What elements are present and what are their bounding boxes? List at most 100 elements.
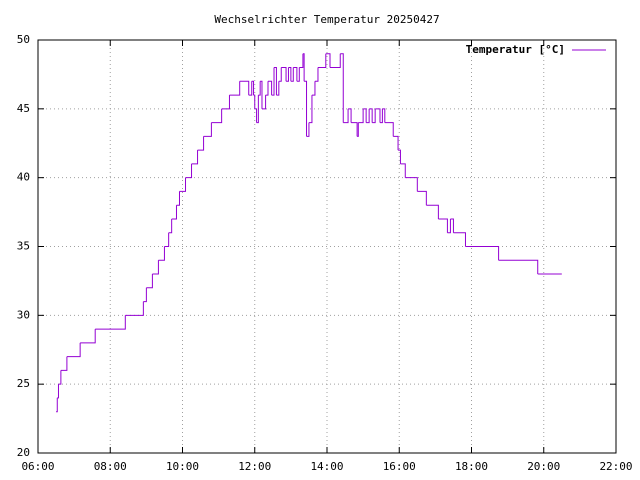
- y-tick-label: 35: [17, 240, 30, 253]
- line-step: [290, 67, 294, 82]
- y-tick-label: 50: [17, 33, 30, 46]
- x-tick-label: 10:00: [166, 460, 199, 473]
- line-step: [498, 259, 539, 275]
- line-step: [229, 81, 241, 96]
- line-step: [296, 67, 300, 82]
- line-step: [281, 67, 287, 82]
- line-step: [125, 301, 144, 316]
- line-step: [343, 108, 349, 124]
- line-step: [311, 81, 316, 96]
- line-step: [369, 108, 373, 123]
- line-step: [265, 81, 269, 96]
- line-step: [95, 315, 126, 330]
- legend-label: Temperatur [°C]: [466, 43, 565, 56]
- line-step: [438, 218, 448, 233]
- line-step: [357, 122, 359, 137]
- y-tick-label: 20: [17, 446, 30, 459]
- line-step: [261, 95, 267, 110]
- line-step: [58, 370, 62, 385]
- line-step: [260, 80, 263, 109]
- line-step: [203, 122, 212, 137]
- line-step: [176, 191, 180, 206]
- line-step: [426, 204, 439, 219]
- line-step: [304, 80, 308, 137]
- line-step: [382, 108, 386, 123]
- line-step: [302, 53, 305, 82]
- line-step: [251, 80, 255, 96]
- y-tick-label: 40: [17, 171, 30, 184]
- line-step: [185, 163, 193, 179]
- line-step: [325, 53, 331, 68]
- line-step: [330, 53, 341, 69]
- x-tick-label: 14:00: [310, 460, 343, 473]
- line-step: [57, 384, 59, 399]
- line-step: [400, 163, 406, 178]
- line-step: [314, 67, 319, 82]
- line-step: [254, 108, 258, 123]
- line-step: [366, 108, 370, 124]
- line-step: [351, 122, 358, 137]
- line-step: [80, 329, 96, 344]
- line-step: [317, 53, 327, 69]
- line-step: [276, 81, 280, 96]
- chart-title: Wechselrichter Temperatur 20250427: [214, 13, 439, 26]
- x-tick-label: 22:00: [599, 460, 632, 473]
- line-step: [239, 80, 250, 96]
- line-step: [308, 95, 313, 124]
- y-tick-label: 30: [17, 308, 30, 321]
- line-step: [450, 218, 454, 233]
- line-step: [191, 150, 199, 165]
- line-step: [447, 218, 451, 234]
- line-step: [197, 136, 205, 151]
- line-step: [267, 80, 273, 96]
- line-step: [274, 67, 277, 96]
- line-step: [221, 95, 230, 110]
- line-step: [340, 53, 344, 123]
- line-step: [379, 108, 383, 124]
- y-tick-label: 45: [17, 102, 30, 115]
- line-step: [306, 122, 310, 137]
- line-step: [293, 67, 298, 82]
- x-tick-label: 06:00: [21, 460, 54, 473]
- line-step: [348, 108, 352, 123]
- line-step: [146, 274, 153, 289]
- line-step: [375, 108, 381, 123]
- line-step: [288, 67, 292, 82]
- line-step: [171, 205, 177, 220]
- x-tick-label: 20:00: [527, 460, 560, 473]
- line-step: [253, 94, 256, 109]
- line-step: [152, 260, 159, 275]
- line-step: [372, 108, 376, 124]
- line-step: [258, 81, 261, 96]
- line-step: [256, 95, 259, 124]
- x-tick-label: 12:00: [238, 460, 271, 473]
- line-step: [60, 356, 68, 371]
- line-step: [405, 177, 418, 192]
- x-tick-label: 16:00: [383, 460, 416, 473]
- y-tick-label: 25: [17, 377, 30, 390]
- line-step: [465, 246, 500, 261]
- line-step: [143, 287, 147, 303]
- line-step: [56, 397, 58, 413]
- line-step: [164, 232, 170, 247]
- line-step: [393, 135, 399, 151]
- line-step: [278, 67, 282, 82]
- line-step: [417, 190, 427, 206]
- line-step: [158, 246, 165, 261]
- line-step: [66, 342, 81, 358]
- plot-border: [37, 39, 617, 454]
- line-step: [271, 67, 275, 96]
- x-tick-label: 18:00: [455, 460, 488, 473]
- line-step: [358, 108, 364, 124]
- line-step: [363, 108, 367, 123]
- line-step: [211, 108, 223, 124]
- x-tick-label: 08:00: [94, 460, 127, 473]
- line-step: [453, 232, 466, 247]
- line-step: [398, 149, 401, 164]
- line-step: [248, 81, 253, 96]
- line-step: [384, 122, 394, 137]
- line-step: [168, 218, 173, 234]
- line-step: [299, 53, 304, 69]
